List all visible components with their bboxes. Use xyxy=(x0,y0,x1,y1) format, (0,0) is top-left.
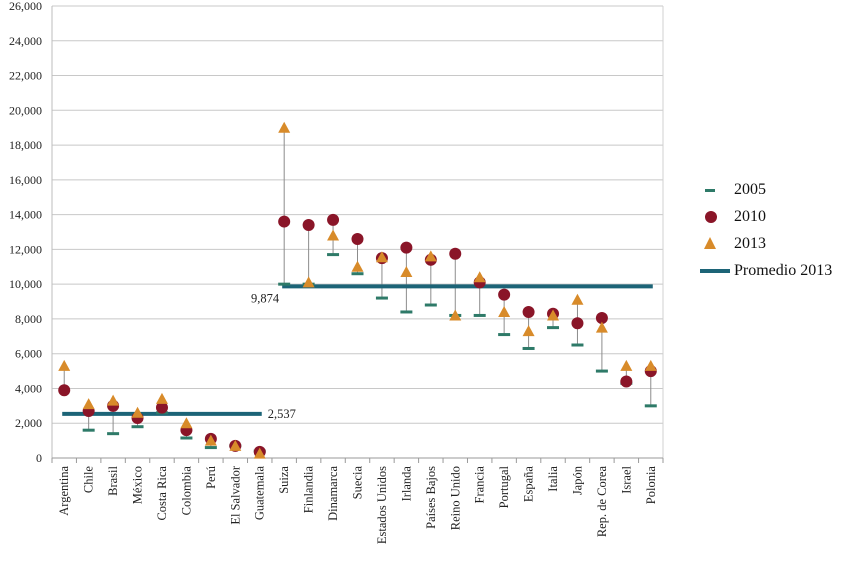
category-label: Francia xyxy=(473,466,487,504)
marker-2010 xyxy=(449,247,462,260)
category-label: Portugal xyxy=(497,465,511,508)
marker-2013 xyxy=(58,359,71,371)
marker-2010 xyxy=(278,215,291,228)
marker-2013 xyxy=(327,229,340,241)
category-label: España xyxy=(522,466,536,503)
legend-triangle-icon xyxy=(700,235,734,253)
marker-2013 xyxy=(424,250,437,262)
y-tick-label: 24,000 xyxy=(9,34,42,48)
marker-2013 xyxy=(155,392,168,404)
marker-2010 xyxy=(302,219,315,232)
category-label: Argentina xyxy=(57,466,71,516)
marker-2010 xyxy=(620,375,633,388)
legend-item-2005: 2005 xyxy=(700,176,832,203)
marker-2013 xyxy=(302,276,315,288)
marker-2013 xyxy=(278,121,291,133)
marker-2013 xyxy=(449,309,462,321)
marker-2013 xyxy=(253,447,266,459)
category-label: Italia xyxy=(546,466,560,492)
marker-2010 xyxy=(351,232,364,245)
category-label: Chile xyxy=(82,466,96,494)
y-tick-label: 4,000 xyxy=(15,381,42,395)
category-label: Perú xyxy=(204,465,218,489)
category-label: Colombia xyxy=(179,466,193,516)
marker-2010 xyxy=(58,384,71,397)
marker-2013 xyxy=(351,260,364,272)
marker-2013 xyxy=(82,398,95,410)
marker-2013 xyxy=(522,325,535,337)
marker-2013 xyxy=(473,271,486,283)
legend-item-promedio: Promedio 2013 xyxy=(700,257,832,284)
marker-2010 xyxy=(327,213,340,226)
category-label: Costa Rica xyxy=(155,466,169,521)
legend-item-2013: 2013 xyxy=(700,230,832,257)
marker-2013 xyxy=(400,265,413,277)
legend-dash-icon xyxy=(700,181,734,199)
y-tick-label: 10,000 xyxy=(9,277,42,291)
category-label: Brasil xyxy=(106,465,120,495)
marker-2013 xyxy=(498,305,511,317)
marker-2013 xyxy=(107,394,120,406)
marker-2013 xyxy=(571,293,584,305)
category-label: El Salvador xyxy=(228,465,242,525)
marker-2013 xyxy=(180,417,193,429)
average-label: 9,874 xyxy=(251,291,280,305)
marker-2010 xyxy=(571,317,584,330)
category-label: Reino Unido xyxy=(448,466,462,530)
y-tick-label: 18,000 xyxy=(9,138,42,152)
category-label: Finlandia xyxy=(302,466,316,514)
category-label: Estados Unidos xyxy=(375,466,389,544)
category-label: Países Bajos xyxy=(424,466,438,529)
legend-label: Promedio 2013 xyxy=(734,261,833,279)
legend-dot-icon xyxy=(700,208,734,226)
category-label: México xyxy=(131,466,145,504)
legend-label: 2013 xyxy=(734,234,766,252)
category-label: Rep. de Corea xyxy=(595,466,609,538)
y-tick-label: 22,000 xyxy=(9,69,42,83)
average-label: 2,537 xyxy=(268,407,296,421)
marker-2010 xyxy=(400,241,413,254)
legend-item-2010: 2010 xyxy=(700,203,832,230)
category-label: Japón xyxy=(570,465,584,495)
marker-2010 xyxy=(498,288,511,301)
y-tick-label: 8,000 xyxy=(15,312,42,326)
marker-2013 xyxy=(204,434,217,446)
category-label: Suiza xyxy=(277,466,291,494)
marker-2013 xyxy=(375,251,388,263)
y-tick-label: 6,000 xyxy=(15,347,42,361)
y-tick-label: 2,000 xyxy=(15,416,42,430)
category-label: Guatemala xyxy=(253,466,267,521)
marker-2010 xyxy=(595,312,608,325)
marker-2010 xyxy=(155,401,168,414)
y-tick-label: 26,000 xyxy=(9,0,42,13)
y-tick-label: 14,000 xyxy=(9,208,42,222)
marker-2013 xyxy=(547,309,560,321)
y-tick-label: 20,000 xyxy=(9,103,42,117)
legend-label: 2005 xyxy=(734,180,766,198)
legend-line-icon xyxy=(700,262,734,280)
marker-2013 xyxy=(595,321,608,333)
y-tick-label: 12,000 xyxy=(9,242,42,256)
y-tick-label: 0 xyxy=(36,451,42,465)
marker-2010 xyxy=(522,305,535,318)
legend: 2005 2010 2013 Promedio 2013 xyxy=(700,176,832,284)
category-label: Israel xyxy=(619,465,633,493)
marker-2013 xyxy=(131,406,144,418)
marker-2013 xyxy=(229,439,242,451)
marker-2013 xyxy=(644,359,657,371)
marker-2013 xyxy=(620,359,633,371)
category-label: Dinamarca xyxy=(326,466,340,521)
category-label: Irlanda xyxy=(399,466,413,502)
category-label: Polonia xyxy=(644,466,658,505)
category-label: Suecia xyxy=(351,466,365,500)
y-tick-label: 16,000 xyxy=(9,173,42,187)
legend-label: 2010 xyxy=(734,207,766,225)
